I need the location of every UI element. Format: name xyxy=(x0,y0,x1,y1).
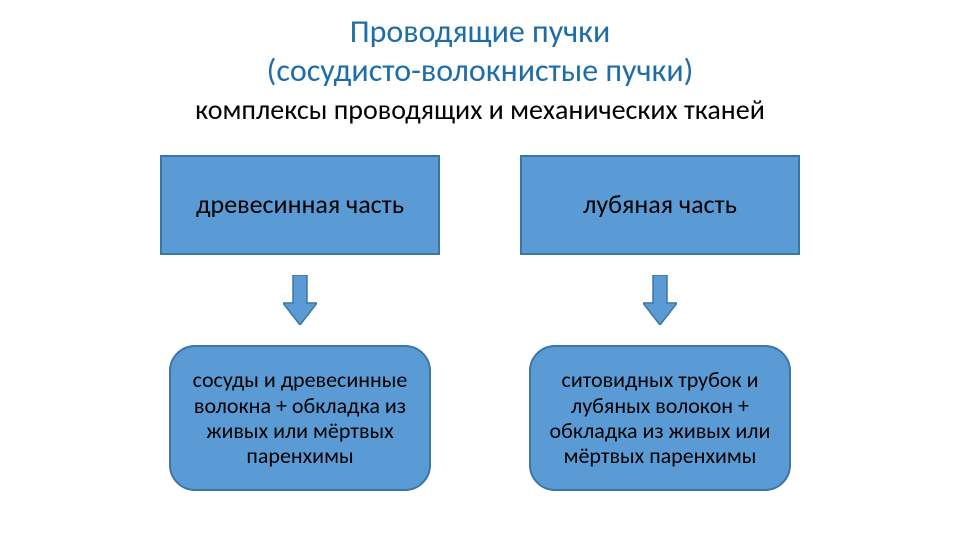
arrow-down-icon xyxy=(643,275,677,325)
column-left: древесинная часть сосуды и древесинные в… xyxy=(155,155,445,491)
top-box-left: древесинная часть xyxy=(160,155,440,255)
title-line-1: Проводящие пучки xyxy=(0,12,960,51)
arrow-left-wrap xyxy=(283,255,317,345)
arrow-right-wrap xyxy=(643,255,677,345)
title-block: Проводящие пучки (сосудисто-волокнистые … xyxy=(0,0,960,90)
subtitle: комплексы проводящих и механических ткан… xyxy=(0,92,960,127)
title-line-2: (сосудисто-волокнистые пучки) xyxy=(0,51,960,90)
arrow-down-icon xyxy=(283,275,317,325)
top-box-right: лубяная часть xyxy=(520,155,800,255)
bottom-box-right: ситовидных трубок и лубяных волокон + об… xyxy=(529,345,791,491)
column-right: лубяная часть ситовидных трубок и лубяны… xyxy=(515,155,805,491)
bottom-box-left: сосуды и древесинные волокна + обкладка … xyxy=(169,345,431,491)
columns-container: древесинная часть сосуды и древесинные в… xyxy=(0,155,960,491)
